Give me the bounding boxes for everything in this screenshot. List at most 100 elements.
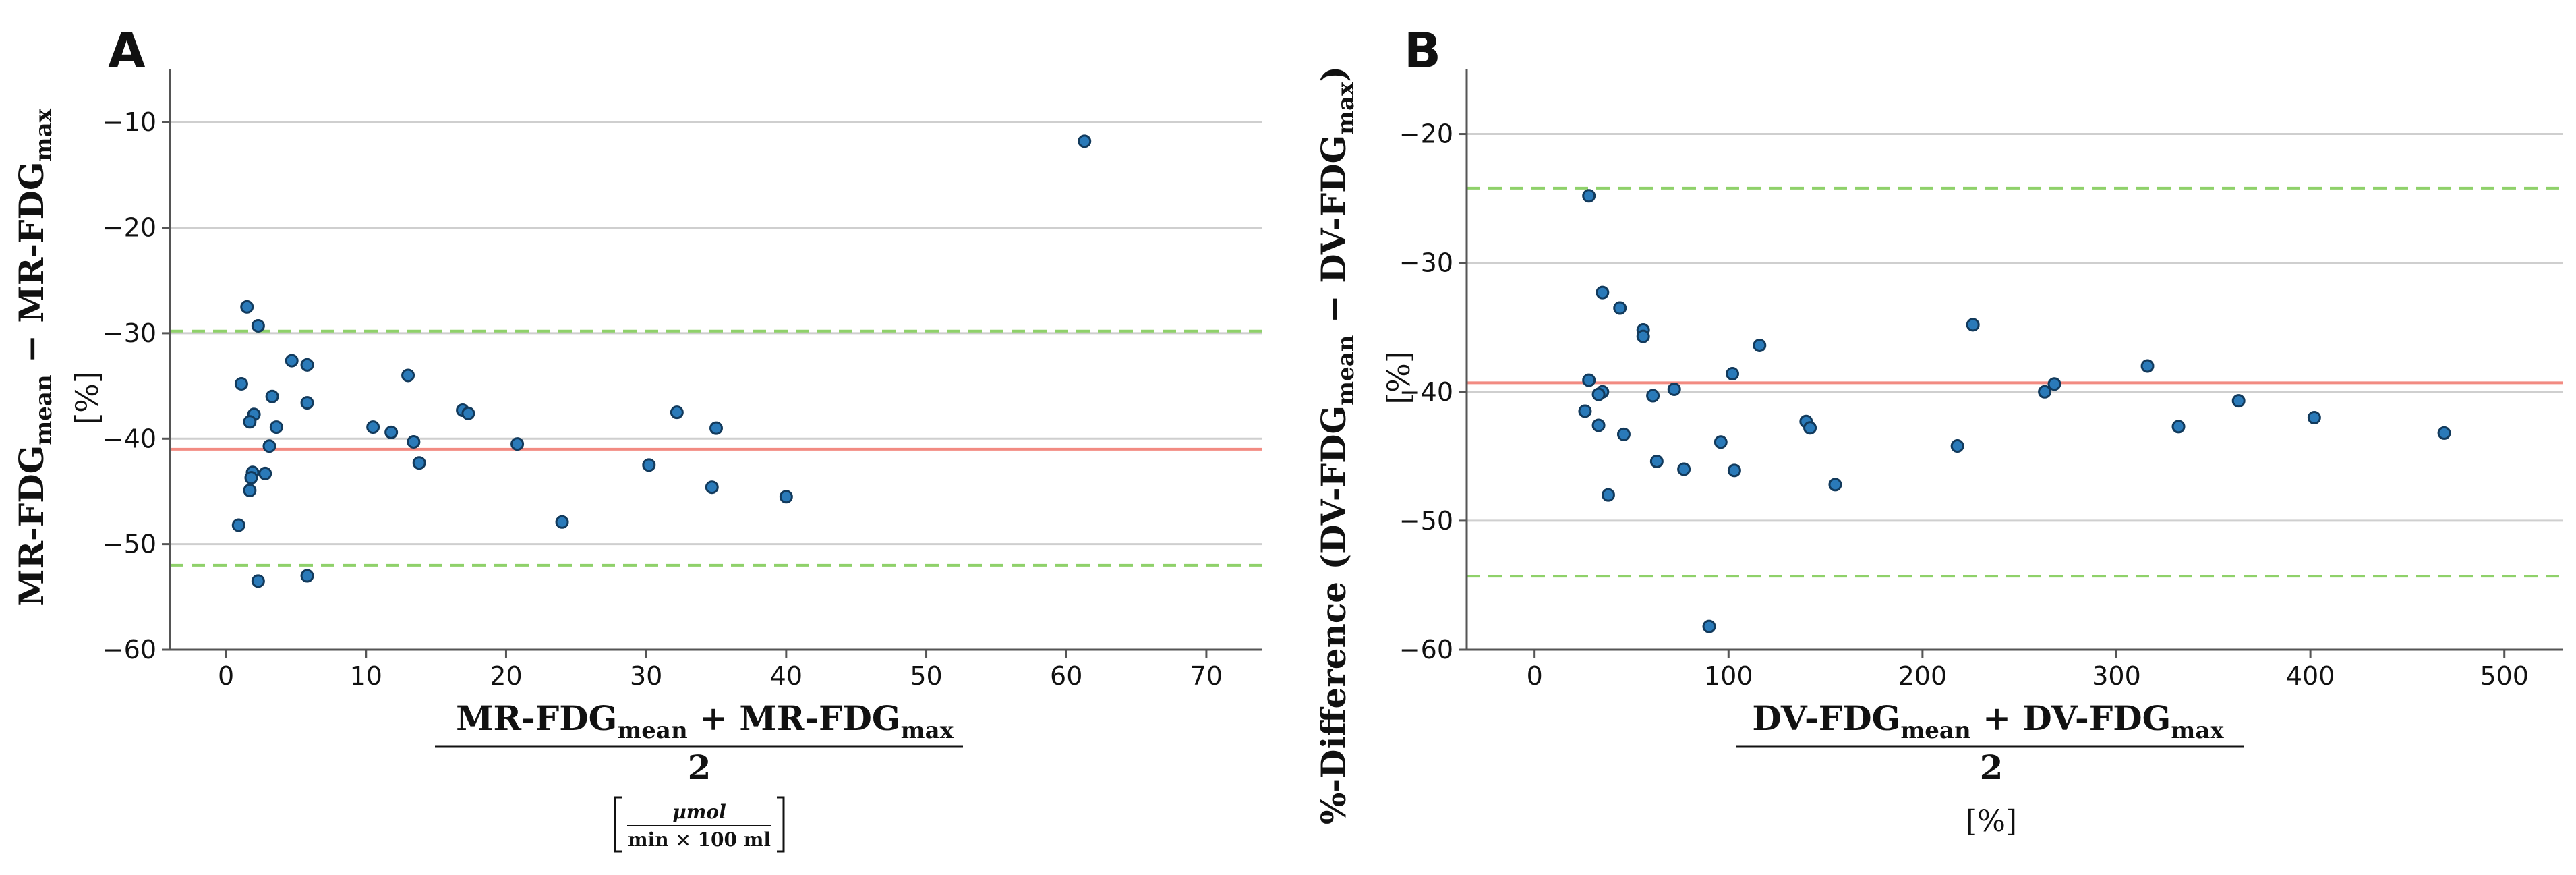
panel-a-data-point	[670, 405, 684, 420]
panel-b-data-point	[1591, 387, 1606, 401]
panel-b-y-tick-label: −60	[1399, 635, 1453, 665]
panel-b-data-point	[1753, 338, 1767, 352]
panel-a-data-point	[251, 318, 265, 333]
panel-a-data-point	[258, 466, 272, 480]
panel-b-reference-lines	[1467, 186, 2563, 578]
panel-b-y-label: %-Difference (DV-FDGmean − DV-FDGmax)	[1314, 66, 1359, 824]
panel-a-x-unit-denominator: min × 100 ml	[628, 828, 771, 851]
panel-a-data-point	[709, 421, 723, 435]
panel-b-x-tick-label: 300	[2092, 661, 2141, 691]
panel-a-x-tick-label: 70	[1190, 661, 1223, 691]
panel-b-data-point	[2171, 420, 2186, 434]
panel-b-data-point	[2231, 394, 2246, 408]
panel-b-x-tick-label: 400	[2286, 661, 2335, 691]
panel-a-data-point	[401, 368, 415, 383]
panel-a-data-point	[265, 389, 279, 403]
panel-b-x-ticks: 0 100 200 300 400 500	[1527, 650, 2529, 691]
panel-b-y-tick-label: −40	[1399, 377, 1453, 407]
panel-b-data-point	[1677, 462, 1691, 476]
panel-b-x-label-numerator: DV-FDGmean + DV-FDGmax	[1752, 698, 2224, 744]
panel-a-x-tick-label: 20	[490, 661, 522, 691]
panel-a-data-point	[407, 434, 421, 449]
panel-a-data-point	[243, 415, 257, 429]
panel-a-x-tick-label: 50	[910, 661, 942, 691]
panel-b-data-point	[1950, 439, 1964, 453]
panel-a-y-tick-label: −10	[103, 107, 156, 137]
panel-b-data-point	[1803, 421, 1817, 435]
panel-a-data-point	[285, 354, 299, 368]
panel-a-x-label-numerator: MR-FDGmean + MR-FDGmax	[456, 698, 954, 744]
panel-a-data-point	[300, 358, 314, 372]
panel-b-data-point	[2038, 385, 2052, 399]
panel-b-y-unit: [%]	[1380, 351, 1417, 405]
panel-b-data-point	[2047, 377, 2061, 391]
panel-b-data-point	[1636, 329, 1650, 343]
panel-b-data-point	[1714, 435, 1728, 449]
panel-b-data-point	[1613, 301, 1627, 315]
panel-b-x-tick-label: 100	[1704, 661, 1753, 691]
panel-b-x-label-denominator: 2	[1980, 747, 2003, 787]
panel-a-x-unit: µmol min × 100 ml	[614, 796, 785, 853]
panel-b-y-tick-label: −20	[1399, 119, 1453, 149]
panel-b-data-point	[1582, 373, 1596, 387]
panel-a-data-point	[366, 420, 380, 434]
panel-a-x-unit-numerator: µmol	[672, 801, 726, 823]
panel-b-x-tick-label: 0	[1527, 661, 1543, 691]
panel-a-data-point	[231, 518, 245, 532]
panel-a-x-tick-label: 40	[770, 661, 802, 691]
panel-a-data-point	[300, 396, 314, 410]
panel-b-data-point	[1649, 454, 1664, 468]
panel-b-data-point	[1727, 463, 1741, 478]
panel-a-y-ticks: −60 −50 −40 −30 −20 −10	[103, 107, 170, 665]
panel-a-y-tick-label: −20	[103, 213, 156, 243]
panel-a-x-tick-label: 10	[350, 661, 382, 691]
panel-b-data-point	[1616, 427, 1631, 441]
panel-a-x-unit-right-bracket	[777, 796, 785, 853]
panel-a-data-point	[251, 574, 265, 588]
panel-a-x-tick-label: 30	[630, 661, 662, 691]
panel-a-points	[231, 134, 1092, 588]
panel-b-gridlines	[1467, 133, 2563, 522]
panel-a-data-point	[412, 456, 426, 470]
panel-b-points	[1578, 189, 2451, 633]
panel-b-y-tick-label: −30	[1399, 248, 1453, 278]
panel-b-data-point	[1582, 189, 1596, 203]
panel-b-data-point	[1596, 285, 1610, 300]
panel-b-axes	[1465, 69, 2563, 651]
panel-a-data-point	[510, 437, 525, 451]
panel-a-x-ticks: 0 10 20 30 40 50 60 70	[218, 650, 1223, 691]
panel-b-data-point	[1667, 382, 1681, 396]
panel-a-gridlines	[170, 121, 1262, 546]
panel-b-data-point	[1702, 619, 1716, 633]
panel-b-data-point	[1578, 404, 1592, 418]
panel-a-data-point	[240, 300, 254, 314]
panel-b: B −60 −50 −40 −30 −20 0 100 200 300 400 500 %-Dif…	[1314, 22, 2563, 839]
panel-b-y-ticks: −60 −50 −40 −30 −20	[1399, 119, 1467, 665]
panel-b-data-point	[1591, 418, 1606, 432]
panel-a-y-tick-label: −40	[103, 424, 156, 453]
panel-a-data-point	[642, 458, 656, 472]
panel-b-x-unit: [%]	[1966, 804, 2017, 839]
panel-a-data-point	[234, 376, 248, 391]
panel-b-x-tick-label: 200	[1898, 661, 1948, 691]
panel-a-y-unit: [%]	[69, 371, 105, 425]
panel-a-data-point	[705, 480, 719, 495]
panel-a: A −60 −50 −40 −30 −20 −10 0 10 20 30 40 50 60 70 MR-…	[11, 22, 1262, 853]
panel-a-letter: A	[108, 22, 146, 79]
panel-a-data-point	[244, 471, 258, 485]
panel-a-y-tick-label: −30	[103, 318, 156, 348]
panel-a-data-point	[300, 569, 314, 583]
panel-a-data-point	[262, 439, 276, 453]
panel-a-reference-lines	[170, 329, 1262, 567]
panel-b-data-point	[2307, 411, 2321, 424]
panel-b-y-tick-label: −50	[1399, 506, 1453, 536]
panel-a-data-point	[1078, 134, 1092, 148]
panel-b-data-point	[1726, 367, 1740, 381]
panel-a-x-tick-label: 0	[218, 661, 234, 691]
panel-b-data-point	[1966, 318, 1980, 332]
panel-b-data-point	[1601, 488, 1615, 502]
panel-a-y-tick-label: −60	[103, 635, 156, 665]
panel-a-data-point	[269, 420, 283, 434]
panel-b-x-tick-label: 500	[2480, 661, 2529, 691]
